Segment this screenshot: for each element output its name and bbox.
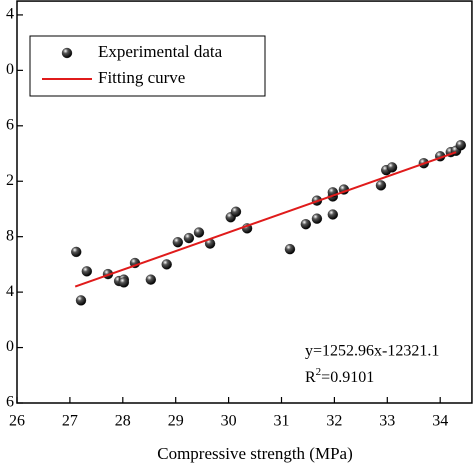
data-point bbox=[311, 213, 323, 224]
data-point bbox=[118, 277, 130, 288]
x-tick-label: 34 bbox=[432, 413, 448, 430]
y-tick-label: 4 bbox=[6, 6, 14, 23]
legend-label: Fitting curve bbox=[98, 68, 185, 87]
x-tick-label: 28 bbox=[115, 413, 131, 430]
data-point bbox=[193, 227, 205, 238]
data-point bbox=[161, 259, 172, 270]
y-tick-label: 0 bbox=[6, 61, 14, 78]
r-exp: 2 bbox=[316, 366, 322, 378]
legend-label: Experimental data bbox=[98, 42, 223, 61]
data-point bbox=[75, 295, 87, 306]
x-tick-label: 27 bbox=[62, 413, 78, 430]
legend-marker bbox=[61, 47, 73, 59]
equation: y=1252.96x-12321.1 bbox=[305, 343, 439, 360]
data-point bbox=[375, 180, 387, 191]
x-tick-label: 32 bbox=[326, 413, 342, 430]
data-point bbox=[172, 237, 183, 248]
x-tick-label: 33 bbox=[379, 413, 395, 430]
y-tick-label: 6 bbox=[6, 116, 14, 133]
data-point bbox=[71, 246, 82, 258]
data-point bbox=[300, 219, 311, 230]
fit-line bbox=[74, 151, 457, 288]
y-tick-label: 4 bbox=[6, 283, 14, 300]
y-tick-label: 8 bbox=[6, 227, 14, 244]
data-point bbox=[145, 274, 156, 285]
r-value: =0.9101 bbox=[321, 369, 374, 386]
data-point bbox=[81, 266, 92, 277]
data-point bbox=[183, 232, 195, 244]
data-point bbox=[386, 162, 398, 173]
data-point bbox=[327, 209, 338, 220]
r-squared: R2=0.9101 bbox=[305, 366, 374, 386]
y-tick-label: 0 bbox=[6, 338, 14, 355]
data-point bbox=[455, 140, 466, 151]
plot-frame bbox=[16, 0, 473, 404]
data-point bbox=[230, 206, 242, 217]
legend-box bbox=[29, 35, 266, 97]
x-tick-label: 29 bbox=[168, 413, 184, 430]
data-point bbox=[284, 244, 296, 255]
y-tick-label: 2 bbox=[6, 172, 14, 189]
y-tick-label: 6 bbox=[6, 394, 14, 411]
x-tick-label: 26 bbox=[9, 413, 25, 430]
r: R bbox=[305, 369, 316, 386]
x-tick-label: 30 bbox=[221, 413, 237, 430]
x-tick-label: 31 bbox=[274, 413, 290, 430]
x-axis-label: Compressive strength (MPa) bbox=[157, 444, 352, 463]
